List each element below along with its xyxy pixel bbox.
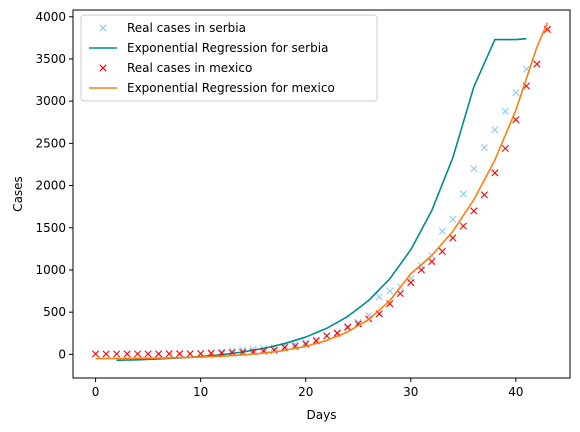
data-point (291, 340, 299, 348)
legend: Real cases in serbia Exponential Regressi… (80, 14, 378, 102)
x-tick-label: 30 (403, 385, 418, 399)
legend-marker-swatch (99, 64, 107, 72)
data-point (459, 222, 467, 230)
data-point (512, 116, 520, 124)
data-point (375, 293, 383, 301)
series-exponential-regression-for-mexico (95, 22, 549, 360)
y-tick-label: 1000 (35, 263, 66, 277)
data-point (470, 207, 478, 215)
data-point (344, 322, 352, 331)
x-axis: 0 10 20 30 40 (92, 378, 524, 399)
legend-label: Exponential Regression for mexico (127, 81, 335, 95)
data-point (323, 332, 331, 340)
data-point (491, 169, 499, 177)
y-tick-label: 3500 (35, 52, 66, 66)
data-point (186, 350, 194, 358)
x-tick-label: 10 (193, 385, 208, 399)
data-point (102, 350, 110, 358)
legend-item: Exponential Regression for serbia (89, 41, 328, 55)
plot-frame (72, 9, 571, 379)
data-point (449, 234, 457, 242)
y-tick-label: 3000 (35, 94, 66, 108)
data-point (417, 266, 425, 274)
data-point (438, 227, 446, 235)
data-point (533, 60, 541, 68)
x-tick-label: 0 (92, 385, 100, 399)
regression-line (95, 22, 549, 360)
data-point (134, 350, 142, 358)
y-tick-label: 0 (58, 347, 66, 361)
data-point (92, 350, 100, 358)
data-point (123, 350, 131, 358)
data-point (207, 349, 215, 357)
data-point (438, 247, 446, 255)
data-point (407, 279, 415, 287)
y-tick-label: 4000 (35, 10, 66, 24)
x-tick-label: 20 (298, 385, 313, 399)
x-axis-label: Days (307, 408, 337, 422)
data-point (428, 257, 436, 266)
y-tick-label: 1500 (35, 221, 66, 235)
data-point (249, 345, 257, 353)
data-point (501, 107, 509, 115)
data-point (176, 350, 184, 358)
x-tick-label: 40 (508, 385, 523, 399)
data-point (480, 191, 488, 199)
legend-marker-swatch (99, 24, 107, 32)
legend-label: Exponential Regression for serbia (127, 41, 328, 55)
data-point (155, 350, 163, 358)
y-tick-label: 2000 (35, 179, 66, 193)
data-point (113, 350, 121, 358)
y-axis: 0 500 1000 1500 2000 2500 3000 3500 4000 (35, 10, 73, 361)
y-tick-label: 500 (43, 305, 66, 319)
data-point (449, 215, 457, 223)
data-point (165, 350, 173, 358)
legend-label: Real cases in mexico (127, 61, 252, 75)
legend-label: Real cases in serbia (127, 21, 246, 35)
legend-box (80, 14, 378, 102)
plot-layer (92, 22, 551, 362)
data-point (386, 287, 394, 295)
data-point (144, 350, 152, 358)
data-point (302, 338, 310, 347)
data-point (459, 190, 467, 198)
legend-item: Real cases in serbia (99, 21, 246, 35)
data-point (218, 349, 226, 357)
data-point (501, 144, 509, 153)
y-tick-label: 2500 (35, 136, 66, 150)
legend-item: Exponential Regression for mexico (89, 81, 335, 95)
legend-item: Real cases in mexico (99, 61, 252, 75)
y-axis-label: Cases (11, 176, 25, 212)
data-point (396, 290, 404, 298)
data-point (480, 143, 488, 152)
data-point (512, 89, 520, 97)
data-point (491, 126, 499, 134)
data-point (344, 323, 352, 331)
data-point (197, 349, 205, 358)
data-point (470, 165, 478, 173)
